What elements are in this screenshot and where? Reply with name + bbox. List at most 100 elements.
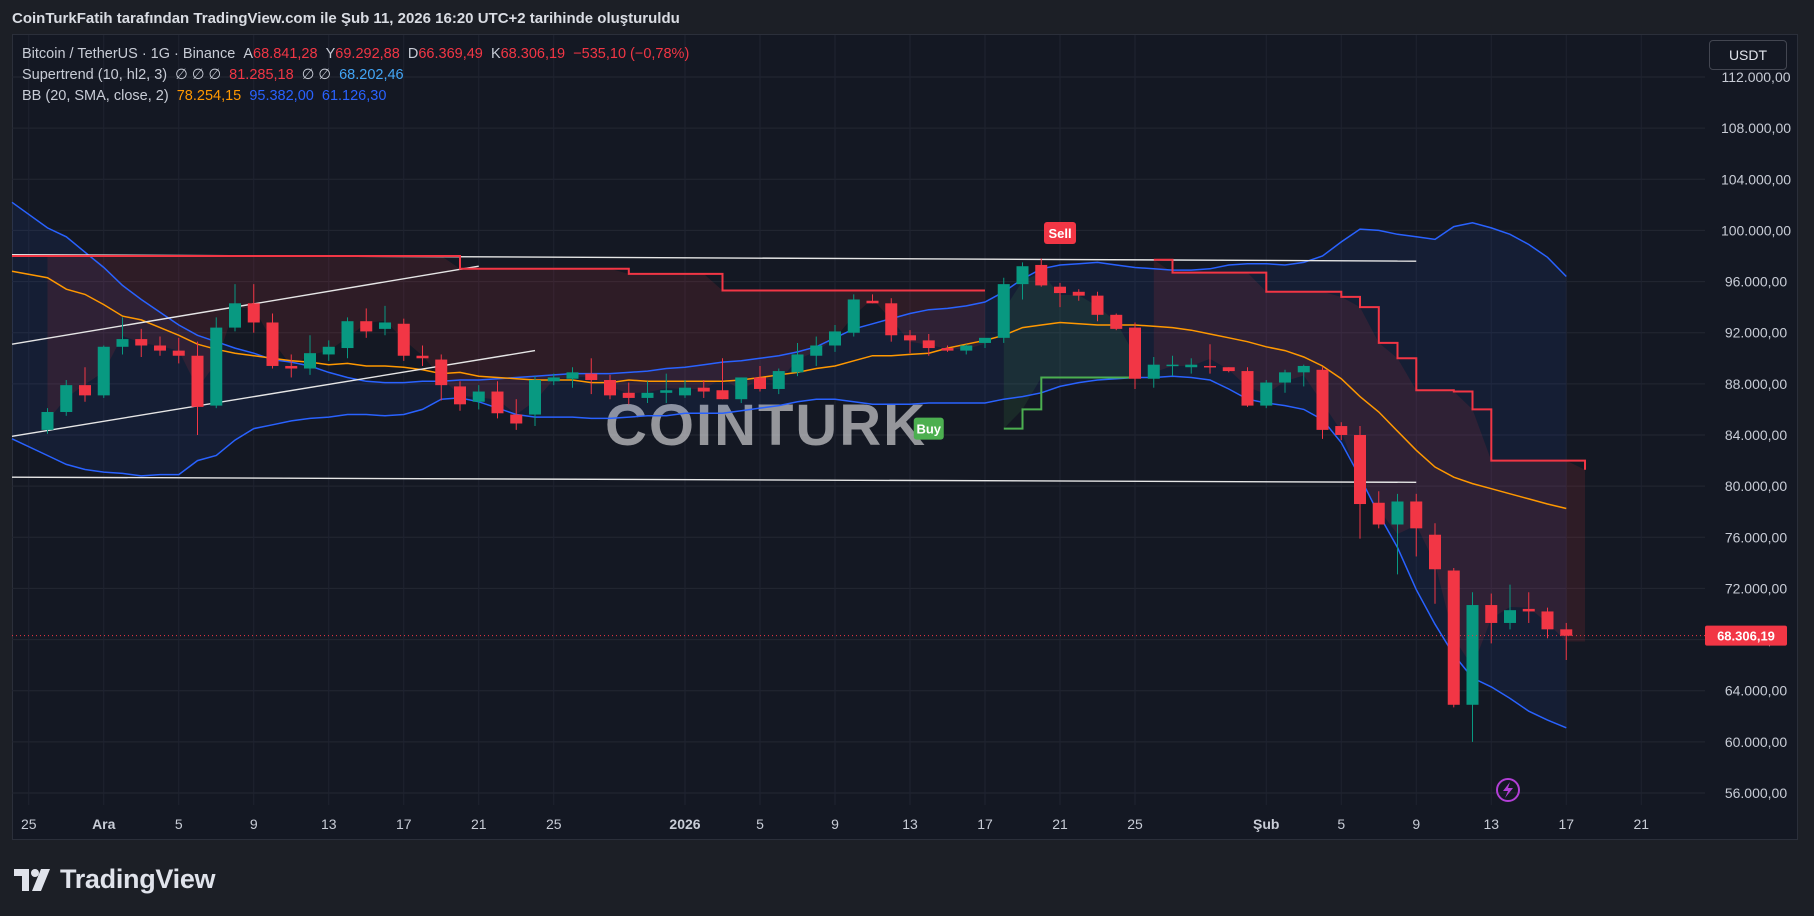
candle-body [116,339,129,347]
candle-body [1429,534,1441,570]
candle-body [416,355,429,359]
supertrend-zone [47,256,985,421]
candle-body [679,387,691,396]
price-tick-label: 100.000,00 [1721,222,1791,238]
bb-band-fill [12,202,1567,728]
candle-body [1522,608,1535,612]
candle-body [585,373,598,381]
currency-button[interactable]: USDT [1709,40,1787,70]
sell-signal-badge [1044,221,1076,244]
supertrend-line-down [47,255,985,292]
time-tick-label: 2026 [669,816,700,832]
candle-body [1129,327,1141,379]
candle-body [1110,314,1123,329]
candle-body [1279,372,1291,383]
tradingview-logo[interactable]: TradingView [14,864,216,895]
candle-body [1016,266,1029,285]
candle-body [829,331,841,346]
candle-body [360,321,373,332]
tradingview-logo-icon [14,868,50,891]
time-tick-label: 5 [756,816,764,832]
candle-body [641,392,654,398]
bb-lower-line [11,375,1567,729]
supertrend-fill [12,202,1585,728]
candle-body [960,345,973,351]
current-price-label: 68.306,19 [1717,629,1775,644]
candle-body [1541,611,1554,630]
chart-panel[interactable] [12,34,1798,840]
candle-body [997,284,1010,338]
candle-body [379,322,391,329]
price-tick-label: 76.000,00 [1725,529,1787,545]
buy-signal-label: Buy [916,422,941,437]
candle-body [210,327,223,406]
time-tick-label: 13 [321,816,337,832]
candle-body [1166,364,1179,367]
bb-basis-value: 78.254,15 [176,88,242,104]
supertrend-empty: ∅ ∅ ∅ [175,67,222,83]
supertrend-name: Supertrend (10, hl2, 3) [22,67,168,83]
time-tick-label: 25 [546,816,562,832]
bb-upper-value: 95.382,00 [249,88,314,104]
candle-body [547,377,560,382]
candle-body [1466,605,1479,705]
candle-body [304,353,316,369]
price-tick-label: 84.000,00 [1725,427,1787,443]
open-value: 68.841,28 [253,46,318,62]
candle-body [1204,365,1216,368]
candle-body [266,322,279,366]
candle-body [247,303,260,323]
candle-body [322,346,335,355]
supertrend-line [12,255,1586,470]
candle-body [1035,264,1048,286]
trendline [11,476,1417,484]
candle-body [697,387,710,392]
candle-body [904,335,916,341]
price-tick-label: 92.000,00 [1725,325,1787,341]
supertrend-value-2: 68.202,46 [339,67,404,83]
price-tick-label: 112.000,00 [1721,69,1790,85]
candle-body [1054,286,1066,294]
candle-body [772,371,785,389]
attribution-text: CoinTurkFatih tarafından TradingView.com… [12,10,680,27]
candle-body [1222,367,1235,372]
candle-body [191,355,204,407]
candle-body [1147,364,1160,379]
price-tick-label: 80.000,00 [1725,478,1787,494]
candle-body [866,300,879,304]
price-tick-label: 64.000,00 [1725,683,1787,699]
change-value: −535,10 (−0,78%) [573,46,690,62]
tradingview-wordmark: TradingView [60,864,216,894]
candle-body [1091,295,1104,315]
alert-icon[interactable] [1496,778,1520,802]
candle-body [1185,364,1198,368]
bb-name: BB (20, SMA, close, 2) [22,88,169,104]
trendline [11,265,479,345]
candle-body [454,386,466,405]
candle-body [660,390,673,393]
candle-body [1354,435,1366,505]
supertrend-empty-2: ∅ ∅ [301,67,332,83]
time-tick-label: 9 [250,816,258,832]
sell-signal-label: Sell [1048,226,1071,241]
candle-body [1391,501,1404,525]
supertrend-line-up [1003,376,1135,430]
legend-bb-row[interactable]: BB (20, SMA, close, 2) 78.254,15 95.382,… [22,86,689,107]
legend-supertrend-row[interactable]: Supertrend (10, hl2, 3) ∅ ∅ ∅ 81.285,18 … [22,65,689,86]
legend-symbol-row: Bitcoin / TetherUS · 1G · Binance A68.84… [22,44,689,65]
price-axis: 56.000,0060.000,0064.000,0068.000,0072.0… [1721,69,1791,801]
time-tick-label: 13 [902,816,918,832]
price-tick-label: 56.000,00 [1725,785,1787,801]
buy-signal-badge [913,417,944,440]
signals: Sell Buy [913,221,1076,440]
candle-body [1260,382,1273,406]
candle-body [604,380,616,396]
time-tick-label: 13 [1483,816,1499,832]
candle-body [491,391,504,414]
price-tick-label: 88.000,00 [1725,376,1787,392]
price-tick-label: 96.000,00 [1725,274,1787,290]
candle-body [41,411,54,430]
candle-body [1241,371,1254,406]
time-tick-label: 9 [831,816,839,832]
